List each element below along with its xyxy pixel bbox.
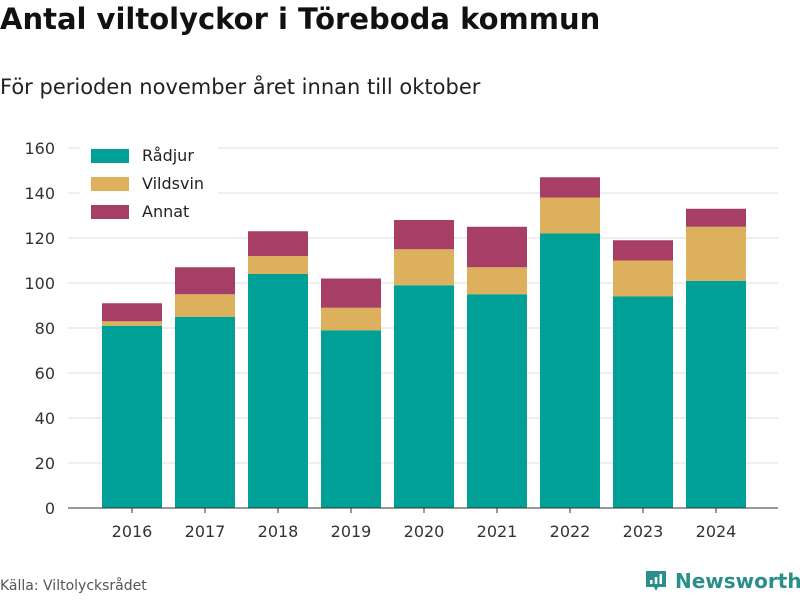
- chart-subtitle: För perioden november året innan till ok…: [0, 75, 481, 99]
- stacked-bar-chart: 0 20 40 60 80 100 120 140 160 2016 2017 2018 2019 202…: [24, 138, 778, 541]
- x-tick-label: 2022: [550, 522, 591, 541]
- bar-2023-vildsvin: [613, 260, 673, 297]
- bar-2017-annat: [175, 267, 235, 295]
- y-tick-label: 0: [45, 499, 55, 518]
- bar-2024-rådjur: [686, 280, 746, 508]
- x-tick-label: 2020: [404, 522, 445, 541]
- y-tick-label: 60: [35, 364, 55, 383]
- bar-2018-rådjur: [248, 274, 308, 508]
- bar-2021-annat: [467, 226, 527, 268]
- source-note: Källa: Viltolycksrådet: [0, 578, 147, 594]
- bar-2017-rådjur: [175, 316, 235, 508]
- bar-2018-vildsvin: [248, 256, 308, 274]
- y-tick-label: 160: [24, 139, 55, 158]
- y-tick-label: 120: [24, 229, 55, 248]
- newsworthy-logo-icon: [646, 571, 666, 591]
- bar-2021-rådjur: [467, 294, 527, 508]
- chart-title: Antal viltolyckor i Töreboda kommun: [0, 2, 601, 36]
- brand-name: Newsworthy: [675, 569, 800, 593]
- legend-swatch-annat: [91, 205, 129, 219]
- bar-2024-vildsvin: [686, 226, 746, 281]
- bar-2021-vildsvin: [467, 267, 527, 295]
- axes: 0 20 40 60 80 100 120 140 160 2016 2017 2018 2019 202…: [24, 139, 778, 541]
- bar-2019-rådjur: [321, 330, 381, 508]
- legend: Rådjur Vildsvin Annat: [80, 138, 218, 228]
- x-tick-label: 2017: [185, 522, 226, 541]
- bar-2019-annat: [321, 278, 381, 308]
- x-tick-label: 2016: [112, 522, 153, 541]
- y-tick-label: 20: [35, 454, 55, 473]
- bar-2023-annat: [613, 240, 673, 261]
- bar-2022-rådjur: [540, 233, 600, 508]
- bar-2018-annat: [248, 231, 308, 256]
- legend-swatch-vildsvin: [91, 177, 129, 191]
- brand-logo: Newsworthy: [645, 569, 800, 593]
- y-tick-label: 40: [35, 409, 55, 428]
- x-tick-label: 2024: [696, 522, 737, 541]
- y-tick-label: 80: [35, 319, 55, 338]
- y-tick-label: 140: [24, 184, 55, 203]
- bar-2020-vildsvin: [394, 249, 454, 286]
- bar-2024-annat: [686, 208, 746, 227]
- bar-2019-vildsvin: [321, 307, 381, 331]
- bar-2023-rådjur: [613, 296, 673, 508]
- x-tick-label: 2018: [258, 522, 299, 541]
- bar-2017-vildsvin: [175, 294, 235, 317]
- bar-2020-annat: [394, 220, 454, 250]
- bar-2016-annat: [102, 303, 162, 322]
- x-tick-label: 2021: [477, 522, 518, 541]
- bar-2022-annat: [540, 177, 600, 198]
- x-tick-label: 2023: [623, 522, 664, 541]
- bar-2022-vildsvin: [540, 197, 600, 234]
- bar-2020-rådjur: [394, 285, 454, 508]
- bar-2016-rådjur: [102, 325, 162, 508]
- x-tick-label: 2019: [331, 522, 372, 541]
- legend-label: Rådjur: [142, 146, 194, 165]
- legend-label: Vildsvin: [142, 174, 204, 193]
- y-tick-label: 100: [24, 274, 55, 293]
- bar-2016-vildsvin: [102, 321, 162, 326]
- bars: [102, 177, 746, 508]
- legend-swatch-rådjur: [91, 149, 129, 163]
- legend-label: Annat: [142, 202, 189, 221]
